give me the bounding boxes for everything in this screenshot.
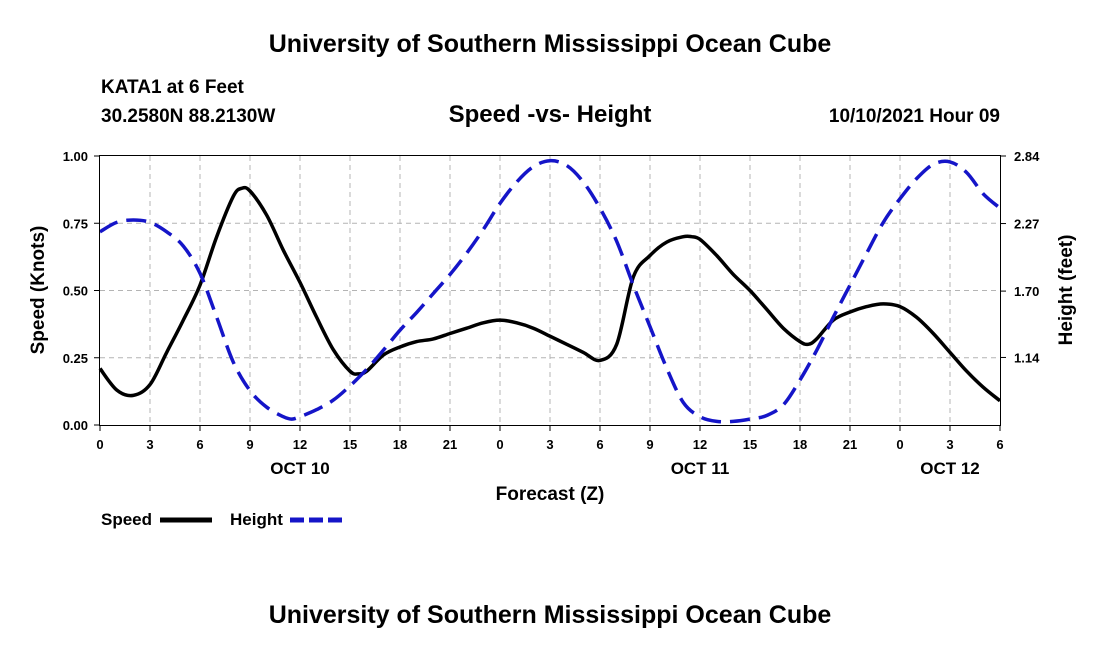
x-tick-label: 6 — [196, 437, 203, 452]
y2-tick-label: 1.14 — [1014, 350, 1040, 365]
y-tick-label: 0.50 — [63, 284, 88, 299]
y2-axis-label: Height (feet) — [1056, 235, 1077, 346]
x-tick-label: 18 — [793, 437, 807, 452]
day-label: OCT 12 — [920, 459, 980, 478]
day-label: OCT 10 — [270, 459, 330, 478]
x-tick-label: 6 — [996, 437, 1003, 452]
grid-layer — [100, 156, 1000, 425]
y-tick-label: 1.00 — [63, 149, 88, 164]
legend-label-speed: Speed — [101, 510, 152, 529]
x-tick-label: 3 — [546, 437, 553, 452]
y-axis-label: Speed (Knots) — [28, 226, 49, 355]
series-layer — [98, 158, 1002, 424]
axis-layer: 0 3 6 9 12 15 18 21 0 3 6 9 12 15 18 21 0 3 6 0.00 0.25 0.50 0… — [63, 149, 1040, 478]
y-tick-label: 0.25 — [63, 351, 88, 366]
forecast-datetime: 10/10/2021 Hour 09 — [828, 106, 1000, 127]
day-label: OCT 11 — [671, 459, 730, 478]
y2-tick-label: 1.70 — [1014, 284, 1039, 299]
x-tick-label: 9 — [246, 437, 253, 452]
y2-tick-label: 2.84 — [1014, 149, 1040, 164]
x-tick-label: 15 — [743, 437, 757, 452]
x-tick-label: 6 — [596, 437, 603, 452]
legend: Speed Height — [101, 510, 342, 529]
page-title-top: University of Southern Mississippi Ocean… — [268, 30, 832, 58]
y-tick-label: 0.00 — [63, 418, 88, 433]
x-tick-label: 21 — [443, 437, 457, 452]
series-line-height — [99, 158, 1002, 424]
y2-tick-label: 2.27 — [1014, 217, 1039, 232]
x-tick-label: 0 — [96, 437, 103, 452]
x-tick-label: 9 — [646, 437, 653, 452]
x-axis-label: Forecast (Z) — [496, 484, 605, 505]
x-tick-label: 15 — [343, 437, 357, 452]
series-line-speed — [98, 185, 1002, 403]
x-tick-label: 12 — [693, 437, 707, 452]
x-tick-label: 3 — [146, 437, 153, 452]
y-tick-label: 0.75 — [63, 216, 88, 231]
x-tick-label: 18 — [393, 437, 407, 452]
legend-label-height: Height — [230, 510, 283, 529]
page-title-bottom: University of Southern Mississippi Ocean… — [268, 601, 832, 629]
x-tick-label: 0 — [896, 437, 903, 452]
station-name: KATA1 at 6 Feet — [101, 77, 244, 98]
x-tick-label: 12 — [293, 437, 307, 452]
chart-title: Speed -vs- Height — [448, 101, 652, 128]
x-tick-label: 3 — [946, 437, 953, 452]
station-coordinates: 30.2580N 88.2130W — [101, 106, 276, 127]
x-tick-label: 0 — [496, 437, 503, 452]
x-tick-label: 21 — [843, 437, 857, 452]
